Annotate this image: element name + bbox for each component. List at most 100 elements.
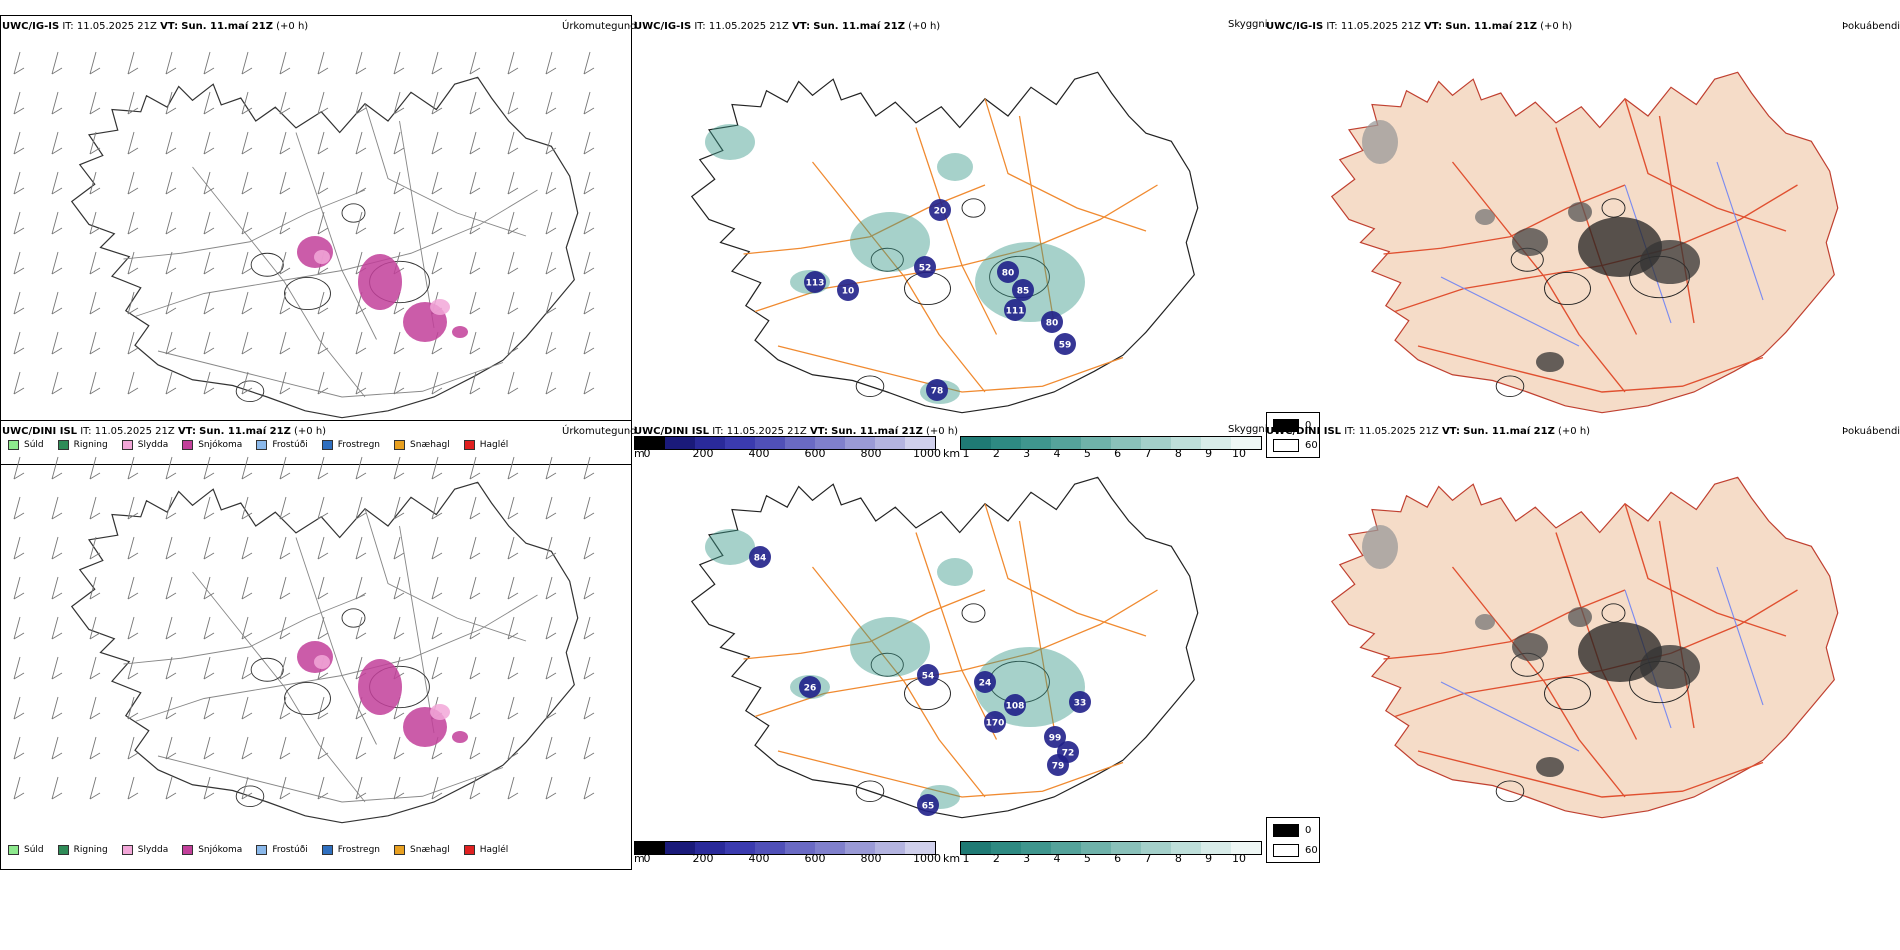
wind-barb [165,736,177,760]
precip-legend-item: Frostúði [256,845,308,855]
ceiling-unit: m [634,852,645,865]
barb-flag [507,67,519,75]
barb-flag [355,187,367,195]
wind-barb [127,616,139,640]
ceiling-value-label: 78 [931,387,944,397]
road-line [1451,566,1626,798]
barb-flag [279,672,291,680]
ceiling-value-label: 79 [1052,762,1065,772]
barb-flag [355,107,367,115]
barb-flag [165,267,177,275]
barb-staff [507,171,515,195]
precip-legend-item: Frostregn [321,845,380,855]
colorbar-segment [1231,842,1261,854]
barb-staff [393,736,401,760]
wind-barb [165,656,177,680]
barb-staff [545,251,553,275]
wind-barb [241,91,253,115]
low-visibility-area [937,558,973,586]
wind-barb [127,536,139,560]
wind-barb [431,616,443,640]
wind-barb [51,211,63,235]
wind-barb [241,496,253,520]
wind-barb [13,456,25,480]
barb-staff [13,91,21,115]
wind-barb [203,696,215,720]
road-line [295,537,377,745]
barb-flag [89,472,101,480]
wind-barb [89,291,101,315]
ceiling-value-label: 111 [1006,307,1025,317]
barb-flag [431,752,443,760]
wind-barb [279,536,291,560]
barb-flag [583,227,595,235]
barb-staff [279,211,287,235]
barb-flag [469,712,481,720]
barb-flag [165,347,177,355]
barb-flag [431,147,443,155]
barb-staff [241,776,249,800]
barb-flag [469,792,481,800]
wind-barb [51,91,63,115]
barb-staff [279,91,287,115]
colorbar-segment [635,437,665,449]
low-ceiling-core [804,271,826,293]
barb-flag [469,227,481,235]
wind-barb [469,91,481,115]
low-visibility-area [850,617,930,677]
barb-staff [51,171,59,195]
wind-barb [279,456,291,480]
wind-barb [317,211,329,235]
low-ceiling-core [929,199,951,221]
wind-barb [89,616,101,640]
barb-flag [545,67,557,75]
fog-swatch-low [1273,824,1299,837]
glacier-outline [1495,780,1525,803]
barb-staff [241,656,249,680]
wind-barb [203,371,215,395]
barb-flag [317,307,329,315]
wind-barb [507,371,519,395]
wind-barb [431,656,443,680]
barb-flag [583,592,595,600]
wind-barb [355,576,367,600]
wind-barb [583,456,595,480]
low-ceiling-core [1069,691,1091,713]
wind-barb [127,171,139,195]
barb-flag [317,347,329,355]
wind-barb [545,91,557,115]
wind-barb [89,456,101,480]
precip-patch [430,704,450,720]
barb-flag [317,632,329,640]
wind-barb [89,736,101,760]
barb-flag [13,712,25,720]
barb-staff [241,576,249,600]
barb-staff [431,496,439,520]
barb-flag [279,512,291,520]
wind-barb [13,656,25,680]
barb-flag [355,472,367,480]
wind-barb [431,251,443,275]
wind-barb [13,91,25,115]
road-line [1417,750,1764,798]
ceiling-value-label: 108 [1006,702,1025,712]
barb-staff [355,456,363,480]
wind-barb [279,496,291,520]
wind-barb [165,536,177,560]
fog-map [1330,71,1839,414]
barb-staff [89,171,97,195]
ceiling-value-label: 20 [934,207,947,217]
barb-flag [127,187,139,195]
barb-flag [127,67,139,75]
wind-barb [127,211,139,235]
wind-barb [545,131,557,155]
barb-flag [241,672,253,680]
wind-barb [89,251,101,275]
barb-flag [241,67,253,75]
barb-staff [89,91,97,115]
road-line [915,127,998,335]
wind-barb [241,456,253,480]
wind-barb [241,211,253,235]
barb-staff [317,696,325,720]
barb-flag [279,347,291,355]
